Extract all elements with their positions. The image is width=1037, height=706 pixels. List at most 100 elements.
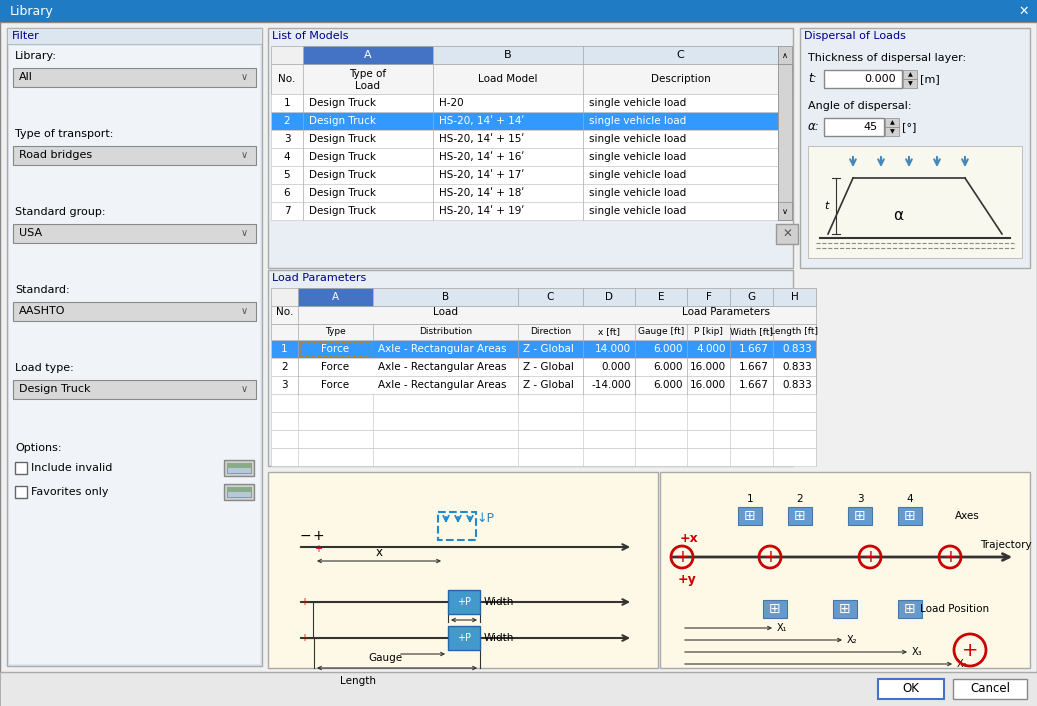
Bar [227,487,251,492]
Text: 1.667: 1.667 [739,380,769,390]
Text: Width [ft]: Width [ft] [730,328,773,337]
Bar [300,342,371,356]
Bar [271,288,816,306]
Bar [776,224,798,244]
Bar [0,672,1037,706]
Text: single vehicle load: single vehicle load [589,170,686,180]
Bar [271,46,778,64]
Bar [448,590,480,614]
Bar [778,64,792,220]
Bar [808,146,1022,258]
Text: 7: 7 [284,206,290,216]
Bar [15,462,27,474]
Bar [778,202,792,220]
Text: List of Models: List of Models [272,31,348,41]
Text: Length: Length [340,676,376,686]
Text: Distribution: Distribution [419,328,472,337]
Text: ▼: ▼ [890,129,894,134]
Text: t: t [823,201,829,211]
Text: -14.000: -14.000 [591,380,630,390]
Text: HS-20, 14ʹ + 18ʹ: HS-20, 14ʹ + 18ʹ [439,188,525,198]
Bar [271,112,778,130]
Bar [224,460,254,476]
Text: +: + [763,548,777,566]
Text: ✕: ✕ [782,227,792,241]
Text: HS-20, 14ʹ + 19ʹ: HS-20, 14ʹ + 19ʹ [439,206,525,216]
Text: Design Truck: Design Truck [309,116,376,126]
Text: Library: Library [10,4,54,18]
Text: X₁: X₁ [777,623,787,633]
Text: 2: 2 [284,116,290,126]
Bar [730,288,773,306]
Text: ⊞: ⊞ [794,509,806,523]
Bar [9,46,260,664]
Bar [898,507,922,525]
Text: ↓P: ↓P [476,512,494,525]
Bar [271,130,778,148]
Text: A: A [364,50,372,60]
Text: 1.667: 1.667 [739,362,769,372]
Text: Angle of dispersal:: Angle of dispersal: [808,101,912,111]
Text: Type: Type [326,328,346,337]
Bar [15,486,27,498]
Text: HS-20, 14ʹ + 16ʹ: HS-20, 14ʹ + 16ʹ [439,152,525,162]
Bar [773,288,816,306]
Bar [448,626,480,650]
Text: Load Model: Load Model [478,74,538,84]
Bar [833,600,857,618]
Text: 45: 45 [864,122,878,132]
Text: single vehicle load: single vehicle load [589,116,686,126]
Bar [268,270,793,466]
Bar [953,679,1027,699]
Bar [903,70,917,79]
Text: x [ft]: x [ft] [598,328,620,337]
Text: B: B [442,292,449,302]
Bar [885,127,899,136]
Text: Trajectory: Trajectory [980,540,1032,550]
Text: ∧: ∧ [782,51,788,59]
Text: −: − [300,529,312,543]
Text: B: B [504,50,512,60]
Text: Filter: Filter [12,31,39,41]
Text: 2: 2 [281,362,288,372]
Text: Road bridges: Road bridges [19,150,92,160]
Bar [227,463,251,468]
Text: AASHTO: AASHTO [19,306,65,316]
Text: t:: t: [808,71,816,85]
Text: 4.000: 4.000 [697,344,726,354]
Text: Gauge: Gauge [368,653,402,663]
Text: Load Position: Load Position [920,604,989,614]
Bar [660,472,1030,668]
Bar [824,118,884,136]
Text: single vehicle load: single vehicle load [589,188,686,198]
Bar [848,507,872,525]
Text: Load type:: Load type: [15,363,74,373]
Text: 3: 3 [281,380,288,390]
Bar [271,184,778,202]
Text: HS-20, 14ʹ + 15ʹ: HS-20, 14ʹ + 15ʹ [439,134,525,144]
Bar [13,380,256,399]
Bar [271,340,816,358]
Bar [271,448,816,466]
Bar [788,507,812,525]
Text: D: D [605,292,613,302]
Text: 0.833: 0.833 [782,362,812,372]
Bar [7,28,262,44]
Text: Load Parameters: Load Parameters [272,273,366,283]
Text: ⊞: ⊞ [745,509,756,523]
Text: No.: No. [276,307,293,317]
Text: single vehicle load: single vehicle load [589,98,686,108]
Text: C: C [676,50,684,60]
Bar [13,224,256,243]
Bar [271,148,778,166]
Text: 6.000: 6.000 [653,344,683,354]
Text: +: + [312,529,324,543]
Text: Axle - Rectangular Areas: Axle - Rectangular Areas [379,380,506,390]
Bar [898,600,922,618]
Text: +: + [675,548,689,566]
Text: F: F [705,292,711,302]
Text: No.: No. [278,74,296,84]
Text: Dispersal of Loads: Dispersal of Loads [804,31,906,41]
Bar [763,600,787,618]
Text: 4: 4 [284,152,290,162]
